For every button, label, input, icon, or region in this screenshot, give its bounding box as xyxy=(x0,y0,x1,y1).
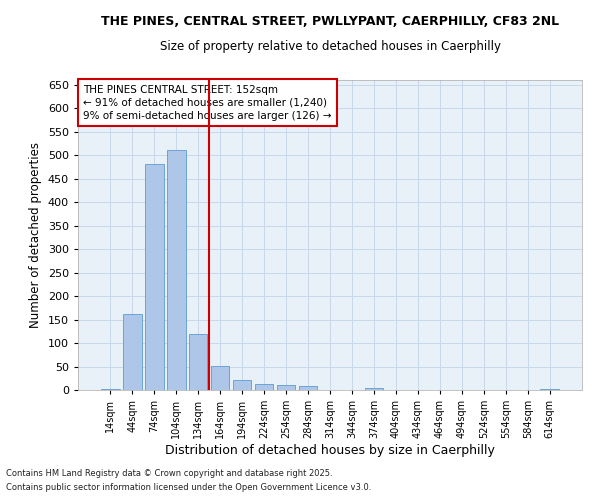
Bar xyxy=(541,388,559,390)
Text: THE PINES CENTRAL STREET: 152sqm
← 91% of detached houses are smaller (1,240)
9%: THE PINES CENTRAL STREET: 152sqm ← 91% o… xyxy=(83,84,332,121)
Text: Contains HM Land Registry data © Crown copyright and database right 2025.: Contains HM Land Registry data © Crown c… xyxy=(6,468,332,477)
Bar xyxy=(299,386,317,390)
X-axis label: Distribution of detached houses by size in Caerphilly: Distribution of detached houses by size … xyxy=(165,444,495,457)
Text: Contains public sector information licensed under the Open Government Licence v3: Contains public sector information licen… xyxy=(6,484,371,492)
Bar xyxy=(101,388,119,390)
Bar xyxy=(277,385,295,390)
Text: THE PINES, CENTRAL STREET, PWLLYPANT, CAERPHILLY, CF83 2NL: THE PINES, CENTRAL STREET, PWLLYPANT, CA… xyxy=(101,15,559,28)
Bar xyxy=(233,380,251,390)
Bar xyxy=(123,314,142,390)
Bar xyxy=(145,164,164,390)
Bar xyxy=(365,388,383,390)
Text: Size of property relative to detached houses in Caerphilly: Size of property relative to detached ho… xyxy=(160,40,500,53)
Bar xyxy=(189,334,208,390)
Bar xyxy=(167,150,185,390)
Bar xyxy=(211,366,229,390)
Y-axis label: Number of detached properties: Number of detached properties xyxy=(29,142,42,328)
Bar xyxy=(255,384,274,390)
